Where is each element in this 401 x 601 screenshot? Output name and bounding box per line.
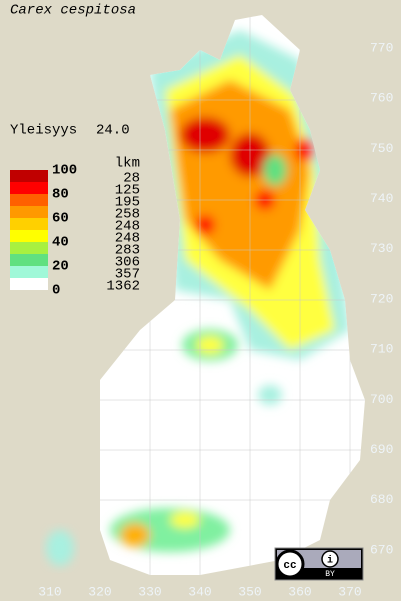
legend-level: 40 [52,235,69,251]
y-axis-label: 690 [370,442,393,457]
license-text: BY [325,570,335,579]
y-axis-label: 750 [370,141,393,156]
legend-swatch [10,170,48,182]
legend-count: 283 [115,243,140,259]
legend-swatch [10,242,48,254]
license-badge: cc i BY [274,547,364,581]
svg-text:i: i [327,555,333,567]
legend-swatch [10,266,48,278]
legend-swatch [10,278,48,290]
frequency-value: 24.0 [96,123,130,139]
island [46,530,74,566]
legend-count: 306 [115,255,140,271]
legend-level: 80 [52,187,69,203]
y-axis-label: 720 [370,291,393,306]
legend-count: 357 [115,267,140,283]
y-axis-label: 710 [370,342,393,357]
legend-swatch [10,206,48,218]
legend-level: 60 [52,211,69,227]
axes: 770 760 750 740 730 720 710 700 690 680 670 310 320 3… [38,40,393,599]
legend-count: 195 [115,195,140,211]
legend-level: 20 [52,259,69,275]
legend-count: 258 [115,207,140,223]
x-axis-label: 310 [38,584,61,599]
legend-swatch [10,182,48,194]
legend-count: 248 [115,219,140,235]
legend-swatch [10,218,48,230]
title: Carex cespitosa [10,3,136,19]
legend-count: 125 [115,183,140,199]
x-axis-label: 320 [88,584,111,599]
frequency-label: Yleisyys [10,123,77,139]
x-axis-label: 360 [288,584,311,599]
y-axis-label: 770 [370,40,393,55]
count-header: lkm [115,156,140,172]
legend-level: 0 [52,283,60,299]
y-axis-label: 740 [370,191,393,206]
legend-swatch [10,230,48,242]
svg-text:cc: cc [283,560,296,572]
legend-swatch [10,254,48,266]
legend-swatch [10,194,48,206]
y-axis-label: 760 [370,91,393,106]
x-axis-label: 330 [138,584,161,599]
legend-count: 28 [123,171,140,187]
x-axis-label: 340 [188,584,211,599]
x-axis-label: 350 [238,584,261,599]
y-axis-label: 730 [370,241,393,256]
legend-level: 100 [52,163,77,179]
legend-count: 1362 [106,279,140,295]
x-axis-label: 370 [338,584,361,599]
legend-count: 248 [115,231,140,247]
legend: 1008060402002812519525824824828330635713… [10,163,140,299]
y-axis-label: 680 [370,492,393,507]
y-axis-label: 670 [370,542,393,557]
y-axis-label: 700 [370,392,393,407]
